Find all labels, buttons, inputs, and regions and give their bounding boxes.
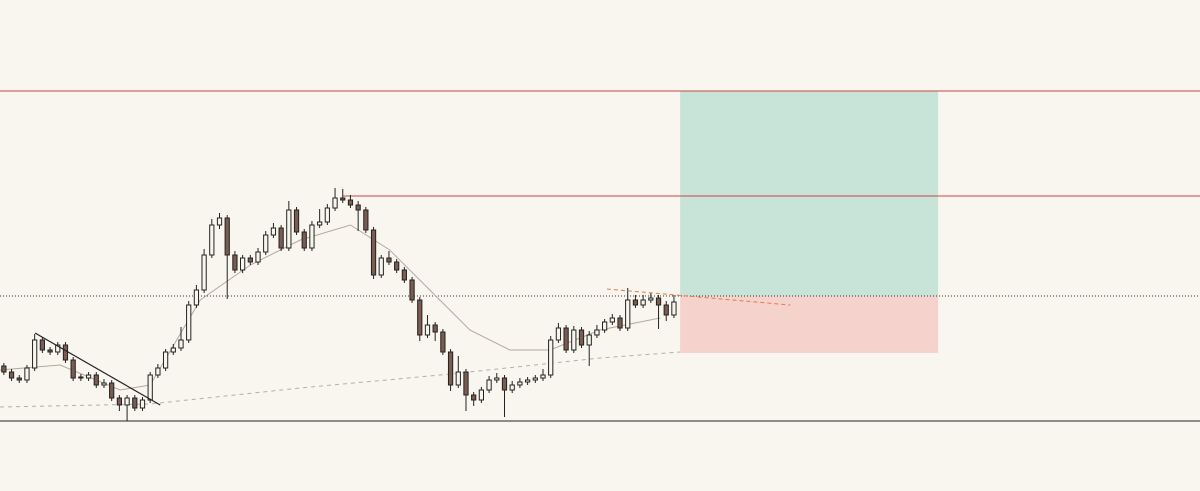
candle-body: [594, 329, 600, 336]
candle-body: [47, 349, 53, 353]
candle-body: [16, 377, 22, 381]
candle-body: [301, 231, 307, 249]
candle-body: [632, 299, 639, 306]
candle-body: [116, 397, 123, 406]
candle-body: [139, 399, 146, 409]
candle-body: [471, 394, 477, 401]
moving-average: [0, 224, 661, 391]
candle-body: [232, 254, 238, 271]
candle-body: [209, 224, 215, 256]
candle-body: [655, 297, 662, 306]
candle-body: [270, 227, 277, 236]
candle-body: [478, 389, 485, 401]
candle-body: [286, 209, 292, 249]
candle-body: [578, 329, 585, 346]
candle-body: [486, 379, 492, 391]
candle-body: [378, 257, 384, 276]
candle-body: [1, 365, 7, 373]
candle-body: [640, 299, 646, 306]
candle-body: [147, 374, 153, 401]
candle-body: [186, 304, 192, 341]
candle-body: [432, 324, 438, 333]
candle-body: [663, 304, 669, 316]
candle-body: [463, 371, 469, 396]
candle-body: [571, 329, 577, 351]
candle-body: [324, 207, 330, 223]
candle-body: [293, 209, 300, 233]
candle-body: [363, 209, 369, 231]
candle-body: [93, 374, 99, 386]
profit-zone: [680, 91, 939, 296]
candle-body: [240, 257, 246, 271]
candle-body: [55, 344, 61, 353]
candle-body: [278, 227, 284, 249]
candle-body: [401, 269, 407, 281]
candle-body: [340, 197, 346, 201]
candle-body: [532, 377, 538, 381]
candle-body: [109, 382, 115, 399]
candle-body: [517, 381, 523, 386]
candle-body: [8, 371, 15, 379]
candle-body: [132, 397, 138, 409]
candle-body: [501, 377, 508, 391]
candle-body: [617, 317, 623, 329]
candle-body: [524, 379, 531, 383]
candle-body: [409, 279, 415, 301]
candle-body: [78, 376, 84, 379]
candle-body: [317, 221, 323, 226]
candle-body: [170, 347, 176, 353]
candle-body: [193, 289, 200, 306]
projection-line: [606, 288, 791, 306]
candle-body: [216, 217, 223, 226]
candle-body: [548, 339, 554, 376]
candle-body: [586, 334, 592, 346]
candle-body: [394, 261, 400, 271]
candle-body: [509, 384, 515, 391]
candle-body: [70, 359, 76, 379]
candle-body: [155, 367, 161, 376]
candle-body: [124, 397, 130, 406]
candle-body: [625, 299, 631, 329]
candle-body: [455, 371, 461, 386]
candle-body: [263, 234, 269, 253]
candle-body: [386, 257, 392, 263]
long-moving-average: [0, 351, 681, 408]
loss-zone: [680, 296, 939, 353]
candle-body: [347, 199, 354, 206]
trend-line: [34, 332, 161, 406]
candle-body: [224, 217, 230, 256]
candle-body: [32, 339, 38, 369]
candle-body: [370, 229, 377, 276]
candle-body: [563, 327, 569, 351]
candle-body: [24, 367, 30, 381]
candle-body: [417, 299, 423, 336]
candle-body: [255, 251, 261, 263]
candle-body: [447, 351, 454, 386]
candle-body: [671, 301, 677, 316]
candle-body: [494, 377, 500, 381]
candle-body: [201, 254, 207, 291]
candle-body: [424, 324, 431, 336]
candle-body: [555, 327, 562, 341]
candle-body: [540, 374, 546, 379]
candle-body: [355, 204, 361, 211]
candle-body: [62, 344, 69, 361]
candle-body: [39, 339, 45, 351]
candle-body: [247, 257, 253, 263]
candle-body: [85, 374, 92, 379]
candle-body: [602, 321, 608, 331]
candle-body: [101, 382, 107, 386]
candle-body: [648, 297, 654, 301]
candle-body: [332, 197, 338, 209]
candle-body: [162, 351, 169, 369]
candle-body: [178, 339, 184, 349]
candle-body: [440, 331, 446, 353]
candle-body: [309, 224, 315, 249]
candle-body: [609, 317, 615, 323]
